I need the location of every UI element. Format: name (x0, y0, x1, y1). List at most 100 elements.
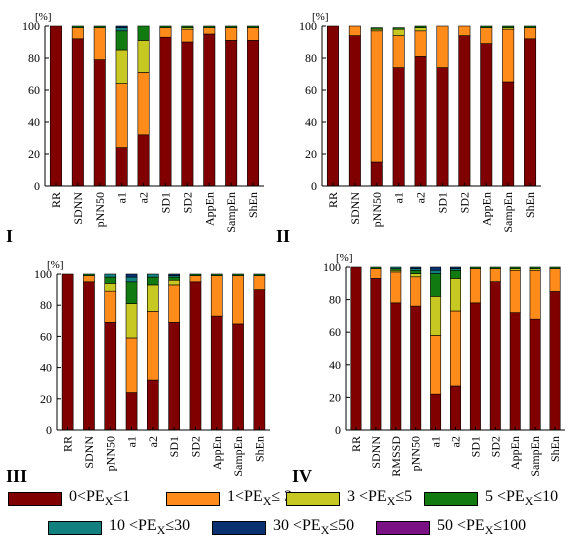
bar-segment (83, 273, 95, 276)
legend-swatch (212, 520, 266, 535)
y-tick-label: 0 (34, 179, 40, 193)
bar-segment (125, 303, 138, 339)
bar-segment (450, 269, 461, 279)
x-tick-label: a2 (414, 192, 428, 203)
legend-label: 5 <PEX≤10 (485, 488, 559, 509)
bar-segment (370, 266, 382, 269)
x-tick-label: ShEn (246, 192, 260, 218)
legend-swatch (286, 491, 340, 506)
bar-segment (189, 273, 202, 276)
bar-segment (159, 27, 172, 38)
y-tick-label: 0 (311, 179, 317, 193)
x-tick-label: AppEn (202, 192, 216, 226)
bar-segment (509, 269, 521, 313)
bar-segment (529, 269, 541, 320)
bar-segment (49, 25, 62, 187)
y-tick-label: 80 (40, 298, 52, 312)
legend-label: 30 <PEX≤50 (273, 517, 355, 538)
y-tick-label: 60 (40, 329, 52, 343)
chart-1: RR SDNN pNN50 a1 a2 SD1 SD2 AppEn SampEn ShEn 0 20 4… (22, 11, 264, 233)
bar-segment (480, 25, 493, 28)
x-tick-label: pNN50 (103, 436, 117, 471)
bar-segment (430, 273, 442, 297)
x-tick-label: ShEn (523, 192, 537, 218)
y-tick-label: 60 (329, 325, 341, 339)
bar-segment (147, 311, 159, 381)
bar-segment (83, 281, 95, 431)
bar-segment (168, 273, 180, 276)
x-tick-label: ShEn (548, 436, 562, 462)
bar-segment (203, 27, 216, 35)
bar-segment (410, 273, 422, 278)
bar-segment (414, 30, 427, 57)
x-tick-label: a2 (449, 436, 463, 447)
y-tick-label: 0 (335, 423, 341, 437)
chart-2: RR SDNN pNN50 a1 a2 SD1 SD2 AppEn SampEn ShEn 0 20 4… (299, 11, 541, 233)
panel-label-i: I (6, 226, 14, 246)
legend-item: 1<PEX≤ 3 (166, 488, 292, 509)
bar-segment (436, 25, 449, 68)
bar-segment (370, 161, 383, 187)
bar-segment (370, 27, 383, 30)
bar-segment (168, 276, 180, 281)
bar-segment (430, 335, 442, 395)
bar-segment (450, 310, 461, 387)
x-tick-label: SD1 (167, 436, 181, 457)
x-tick-label: pNN50 (409, 436, 423, 471)
x-tick-label: SampEn (231, 436, 245, 477)
bar-segment (390, 266, 402, 269)
bar-segment (168, 284, 180, 323)
bar-segment (104, 290, 117, 323)
bar-segment (104, 276, 117, 284)
y-tick-label: 20 (40, 392, 52, 406)
x-tick-label: AppEn (508, 436, 522, 470)
y-tick-label: 100 (299, 19, 317, 33)
x-tick-label: RR (326, 192, 340, 208)
bar-segment (115, 30, 128, 51)
bar-segment (469, 302, 481, 431)
bar-segment (125, 392, 138, 431)
bar-segment (430, 296, 442, 336)
bar-segment (502, 28, 515, 83)
bar-segment (410, 269, 422, 274)
bar-segment (168, 279, 180, 286)
bar-segment (104, 322, 117, 431)
x-tick-label: SD1 (158, 192, 172, 213)
x-tick-label: RR (49, 192, 63, 208)
bar-segment (549, 266, 561, 269)
unit-label: [%] (35, 11, 52, 23)
y-tick-label: 60 (28, 83, 40, 97)
bar-segment (350, 266, 362, 431)
legend: 0<PEX≤1 1<PEX≤ 3 3 <PEX≤5 5 <PEX≤10 10 <… (0, 484, 579, 545)
x-tick-label: SD2 (180, 192, 194, 213)
bar-segment (71, 27, 84, 40)
bar-segment (104, 283, 117, 292)
bar-segment (93, 27, 106, 60)
x-tick-label: SDNN (348, 192, 362, 225)
bar-segment (247, 25, 260, 28)
bar-segment (370, 30, 383, 163)
bar-segment (524, 27, 537, 40)
panel-label-ii: II (276, 226, 291, 246)
bar-segment (489, 268, 501, 282)
x-tick-label: a1 (429, 436, 443, 447)
bar-segment (450, 385, 461, 431)
legend-item: 50 <PEX≤100 (376, 517, 526, 538)
bar-segment (203, 25, 216, 28)
bar-segment (509, 266, 521, 269)
bar-segment (168, 322, 180, 431)
legend-item: 0<PEX≤1 (8, 488, 130, 509)
bar-segment (430, 266, 442, 271)
bar-segment (502, 25, 515, 28)
x-tick-label: a1 (392, 192, 406, 203)
y-tick-label: 20 (329, 390, 341, 404)
x-tick-label: SampEn (224, 192, 238, 233)
panel-label-iii: III (6, 466, 28, 486)
legend-swatch (376, 520, 430, 535)
bar-segment (159, 25, 172, 28)
y-tick-label: 80 (305, 51, 317, 65)
bar-segment (137, 25, 150, 41)
bar-segment (253, 275, 266, 290)
bar-segment (115, 25, 128, 28)
